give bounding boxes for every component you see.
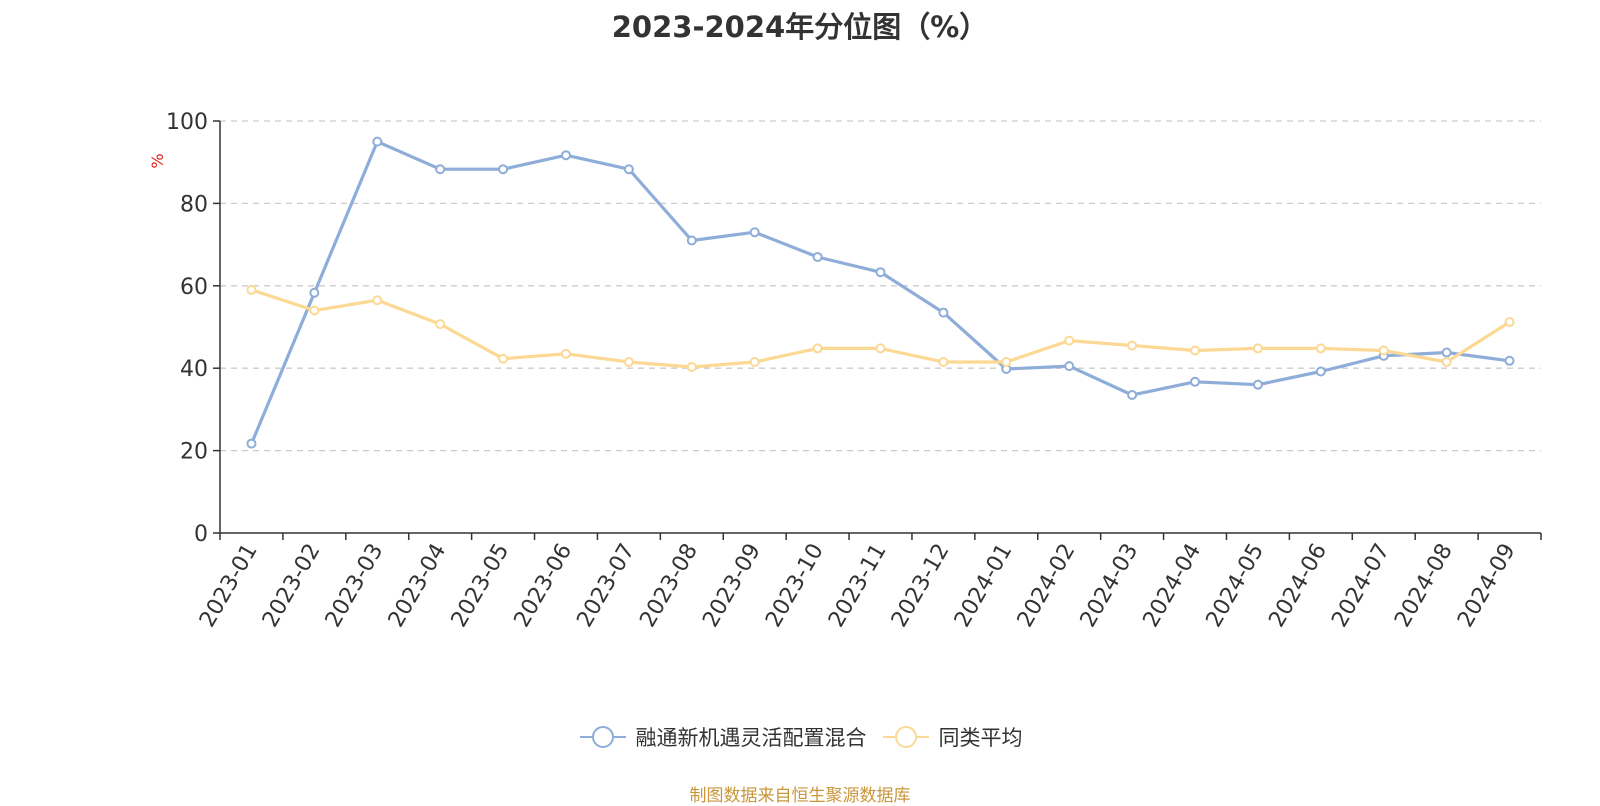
- x-tick-label-2023-10: 2023-10: [761, 540, 829, 632]
- x-tick-label-2024-08: 2024-08: [1390, 540, 1458, 632]
- data-point-series-2-2024-02: [1064, 335, 1075, 346]
- x-tick-label-2023-08: 2023-08: [635, 540, 703, 632]
- data-point-series-2-2024-04: [1190, 345, 1201, 356]
- legend-item-series-1[interactable]: 融通新机遇灵活配置混合: [578, 722, 867, 752]
- y-tick-label-0: 0: [194, 522, 208, 547]
- y-tick-label-60: 60: [180, 275, 208, 300]
- data-point-series-2-2023-11: [875, 343, 886, 354]
- legend-label-series-1: 融通新机遇灵活配置混合: [635, 726, 867, 750]
- x-tick-label-2024-07: 2024-07: [1327, 540, 1395, 632]
- x-tick-label-2023-06: 2023-06: [510, 540, 578, 632]
- legend-marker-series-2: [882, 726, 929, 748]
- x-tick-label-2023-12: 2023-12: [887, 540, 955, 632]
- x-tick-label-2024-06: 2024-06: [1264, 540, 1332, 632]
- series-line-1: [250, 140, 1510, 445]
- data-point-series-1-2023-07: [623, 164, 634, 175]
- x-tick-label-2024-03: 2024-03: [1076, 540, 1144, 632]
- data-point-series-2-2024-09: [1504, 317, 1515, 328]
- data-point-series-1-2023-08: [686, 235, 697, 246]
- data-point-series-1-2024-08: [1441, 347, 1452, 358]
- x-tick-label-2024-04: 2024-04: [1139, 540, 1207, 632]
- x-tick-label-2023-02: 2023-02: [258, 540, 326, 632]
- data-point-series-1-2023-10: [812, 251, 823, 262]
- data-point-series-2-2023-05: [498, 353, 509, 364]
- x-tick-label-2023-05: 2023-05: [447, 540, 515, 632]
- x-tick-label-2023-07: 2023-07: [572, 540, 640, 632]
- x-tick-label-2023-09: 2023-09: [698, 540, 766, 632]
- data-point-series-1-2023-03: [372, 136, 383, 147]
- x-tick-label-2024-01: 2024-01: [950, 540, 1018, 632]
- data-point-series-2-2024-01: [1001, 357, 1012, 368]
- legend-item-series-2[interactable]: 同类平均: [881, 722, 1023, 752]
- data-point-series-2-2024-03: [1127, 340, 1138, 351]
- source-note: 制图数据来自恒生聚源数据库: [689, 786, 911, 806]
- data-point-series-2-2023-08: [686, 361, 697, 372]
- legend: 融通新机遇灵活配置混合 同类平均: [0, 722, 1600, 752]
- data-point-series-2-2024-07: [1378, 345, 1389, 356]
- legend-label-series-2: 同类平均: [938, 726, 1023, 750]
- data-point-series-1-2024-06: [1315, 366, 1326, 377]
- data-point-series-1-2023-02: [309, 287, 320, 298]
- legend-marker-series-1: [579, 726, 626, 748]
- data-point-series-2-2024-06: [1315, 343, 1326, 354]
- y-axis-label: %: [148, 153, 167, 168]
- data-point-series-1-2024-03: [1127, 389, 1138, 400]
- data-point-series-2-2023-06: [560, 348, 571, 359]
- chart-title: 2023-2024年分位图（%）: [611, 10, 989, 44]
- data-point-series-2-2023-03: [372, 295, 383, 306]
- data-point-series-2-2023-10: [812, 343, 823, 354]
- data-point-series-1-2023-12: [938, 307, 949, 318]
- x-tick-label-2023-01: 2023-01: [195, 540, 263, 632]
- data-point-series-2-2024-08: [1441, 357, 1452, 368]
- series-layer: [246, 136, 1515, 449]
- data-point-series-1-2023-09: [749, 227, 760, 238]
- x-tick-label-2024-05: 2024-05: [1202, 540, 1270, 632]
- x-tick-label-2024-09: 2024-09: [1453, 540, 1521, 632]
- data-point-series-1-2023-06: [560, 150, 571, 161]
- data-point-series-1-2023-05: [498, 164, 509, 175]
- data-point-series-1-2024-09: [1504, 355, 1515, 366]
- data-point-series-1-2024-02: [1064, 361, 1075, 372]
- x-tick-label-2024-02: 2024-02: [1013, 540, 1081, 632]
- data-point-series-1-2023-04: [435, 164, 446, 175]
- data-point-series-1-2023-11: [875, 267, 886, 278]
- data-point-series-2-2023-01: [246, 284, 257, 295]
- y-tick-label-80: 80: [180, 192, 208, 217]
- x-tick-label-2023-11: 2023-11: [824, 540, 892, 632]
- data-point-series-2-2024-05: [1252, 343, 1263, 354]
- data-point-series-1-2023-01: [246, 438, 257, 449]
- x-tick-label-2023-03: 2023-03: [321, 540, 389, 632]
- y-tick-label-40: 40: [180, 357, 208, 382]
- data-point-series-1-2024-04: [1190, 376, 1201, 387]
- data-point-series-2-2023-04: [435, 319, 446, 330]
- data-point-series-2-2023-09: [749, 357, 760, 368]
- data-point-series-2-2023-07: [623, 357, 634, 368]
- x-tick-label-2023-04: 2023-04: [384, 540, 452, 632]
- data-point-series-1-2024-05: [1252, 379, 1263, 390]
- data-point-series-2-2023-02: [309, 305, 320, 316]
- y-tick-label-20: 20: [180, 440, 208, 465]
- data-point-series-2-2023-12: [938, 357, 949, 368]
- y-tick-label-100: 100: [166, 110, 208, 135]
- grid-lines: [220, 120, 1541, 452]
